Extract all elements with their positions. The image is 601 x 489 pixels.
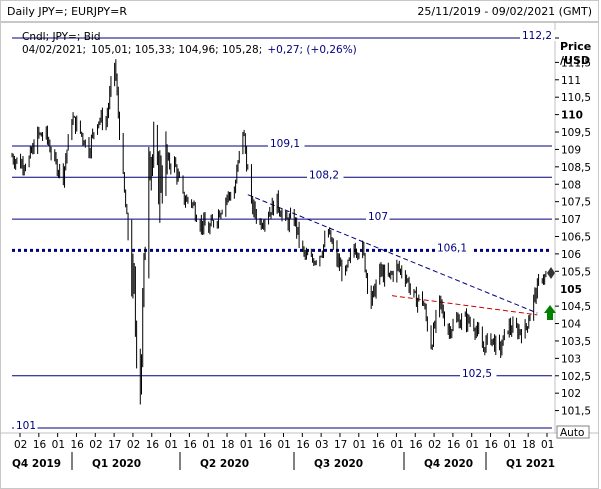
y-tick-label: 104: [561, 319, 581, 331]
x-tick-label: 16: [485, 439, 499, 451]
y-tick-label: 105,5: [561, 266, 591, 278]
x-tick-label: 17: [108, 439, 121, 451]
x-tick-label: 01: [503, 439, 516, 451]
x-tick-label: 16: [146, 439, 160, 451]
candlestick-series: [11, 59, 547, 405]
x-tick-label: 16: [409, 439, 423, 451]
x-tick-label: 02: [89, 439, 102, 451]
legend-date: 04/02/2021;: [22, 44, 86, 56]
y-tick-label: 109,5: [561, 127, 591, 139]
hline-label: 102,5: [462, 368, 492, 380]
y-tick-label: 111: [561, 75, 581, 87]
trendline-downtrend: [247, 194, 538, 314]
x-tick-label: 16: [447, 439, 461, 451]
hline-label-bg: [268, 137, 305, 149]
y-axis-ticks: 111,5 111 110,5 110 109,5 109 108,5 108 107,5 107…: [555, 37, 591, 418]
quarter-label: Q4 2019: [12, 458, 61, 470]
auto-scale-label: Auto: [560, 427, 584, 439]
y-tick-label: 103,5: [561, 336, 591, 348]
legend-line-1: Cndl; JPY=; Bid: [22, 31, 101, 43]
hline-label: 107: [368, 211, 388, 223]
x-tick-label: 16: [70, 439, 84, 451]
hline-label-bg: [14, 420, 38, 431]
x-tick-label: 16: [33, 439, 47, 451]
quarter-label: Q1 2020: [92, 458, 141, 470]
y-tick-label: 106,5: [561, 231, 591, 243]
legend-change: +0,27; (+0,26%): [267, 44, 356, 56]
quarter-label: Q3 2020: [314, 458, 363, 470]
hline-label: 106,1: [437, 242, 467, 254]
x-tick-label: 16: [259, 439, 273, 451]
hline-label-bg: [307, 169, 344, 181]
x-tick-label: 03: [315, 439, 328, 451]
x-tick-label: 16: [296, 439, 310, 451]
y-axis-title: Price: [560, 40, 591, 53]
chart-title: Daily JPY=; EURJPY=R: [7, 5, 127, 18]
y-tick-label: 110,5: [561, 92, 591, 104]
x-tick-label: 17: [334, 439, 347, 451]
hline-label: 108,2: [309, 169, 339, 181]
hline-label-bg: [435, 242, 472, 254]
x-tick-label: 18: [522, 439, 535, 451]
x-tick-label: 02: [127, 439, 140, 451]
quarter-label: Q1 2021: [506, 458, 555, 470]
y-tick-label: 102: [561, 388, 581, 400]
auto-scale-button[interactable]: [556, 425, 590, 439]
x-tick-label: 01: [353, 439, 366, 451]
legend-line-2: 04/02/2021; 105,01; 105,33; 104,96; 105,…: [22, 38, 357, 57]
y-tick-label: 104,5: [561, 301, 591, 313]
x-tick-label: 01: [390, 439, 403, 451]
hline-label-bg: [366, 211, 390, 223]
y-tick-label: 108: [561, 179, 581, 191]
hline-label-bg: [520, 30, 557, 41]
hline-label-bg: [460, 367, 497, 379]
x-tick-label: 01: [466, 439, 479, 451]
x-tick-label: 02: [428, 439, 441, 451]
current-price-marker-icon: [547, 267, 555, 279]
y-tick-label: 102,5: [561, 371, 591, 383]
y-tick-label: 107,5: [561, 197, 591, 209]
y-tick-label: 111,5: [561, 57, 591, 69]
hline-label: 101: [16, 420, 36, 432]
hline-label: 112,2: [522, 30, 552, 42]
chart-header: Daily JPY=; EURJPY=R 25/11/2019 - 09/02/…: [0, 0, 599, 22]
quarter-labels: Q4 2019 Q1 2020 Q2 2020 Q3 2020 Q4 2020 Q1 20…: [12, 452, 555, 470]
date-range: 25/11/2019 - 09/02/2021 (GMT): [417, 5, 592, 18]
y-tick-label: 110: [561, 110, 583, 122]
y-tick-label: 107: [561, 214, 581, 226]
hline-label: 109,1: [270, 138, 300, 150]
x-tick-label: 01: [278, 439, 291, 451]
chart-frame: [0, 22, 599, 489]
x-tick-label: 18: [221, 439, 234, 451]
quarter-label: Q4 2020: [424, 458, 473, 470]
x-tick-label: 02: [14, 439, 27, 451]
y-tick-label: 106: [561, 249, 581, 261]
x-tick-label: 01: [52, 439, 65, 451]
x-tick-label: 01: [240, 439, 253, 451]
y-tick-label: 109: [561, 144, 581, 156]
horizontal-lines: 112,2 109,1 108,2 107 106,1 102,5 101: [12, 30, 557, 432]
x-tick-label: 16: [183, 439, 197, 451]
y-tick-label: 103: [561, 353, 581, 365]
y-tick-label: 108,5: [561, 162, 591, 174]
x-tick-label: 01: [541, 439, 554, 451]
quarter-label: Q2 2020: [200, 458, 249, 470]
x-tick-label: 16: [372, 439, 386, 451]
y-tick-label: 101,5: [561, 406, 591, 418]
green-up-arrow-icon: [544, 305, 556, 320]
y-axis-unit: /USD: [560, 54, 590, 67]
x-axis-ticks: 02 16 01 16 02 17 02 16 01 16 01 18 01 16 01 16 03 17 01 16…: [14, 433, 554, 451]
current-price-label: 105: [560, 284, 582, 296]
legend-ohlc: 105,01; 105,33; 104,96; 105,28;: [91, 44, 262, 56]
x-tick-label: 01: [165, 439, 178, 451]
x-tick-label: 01: [202, 439, 215, 451]
